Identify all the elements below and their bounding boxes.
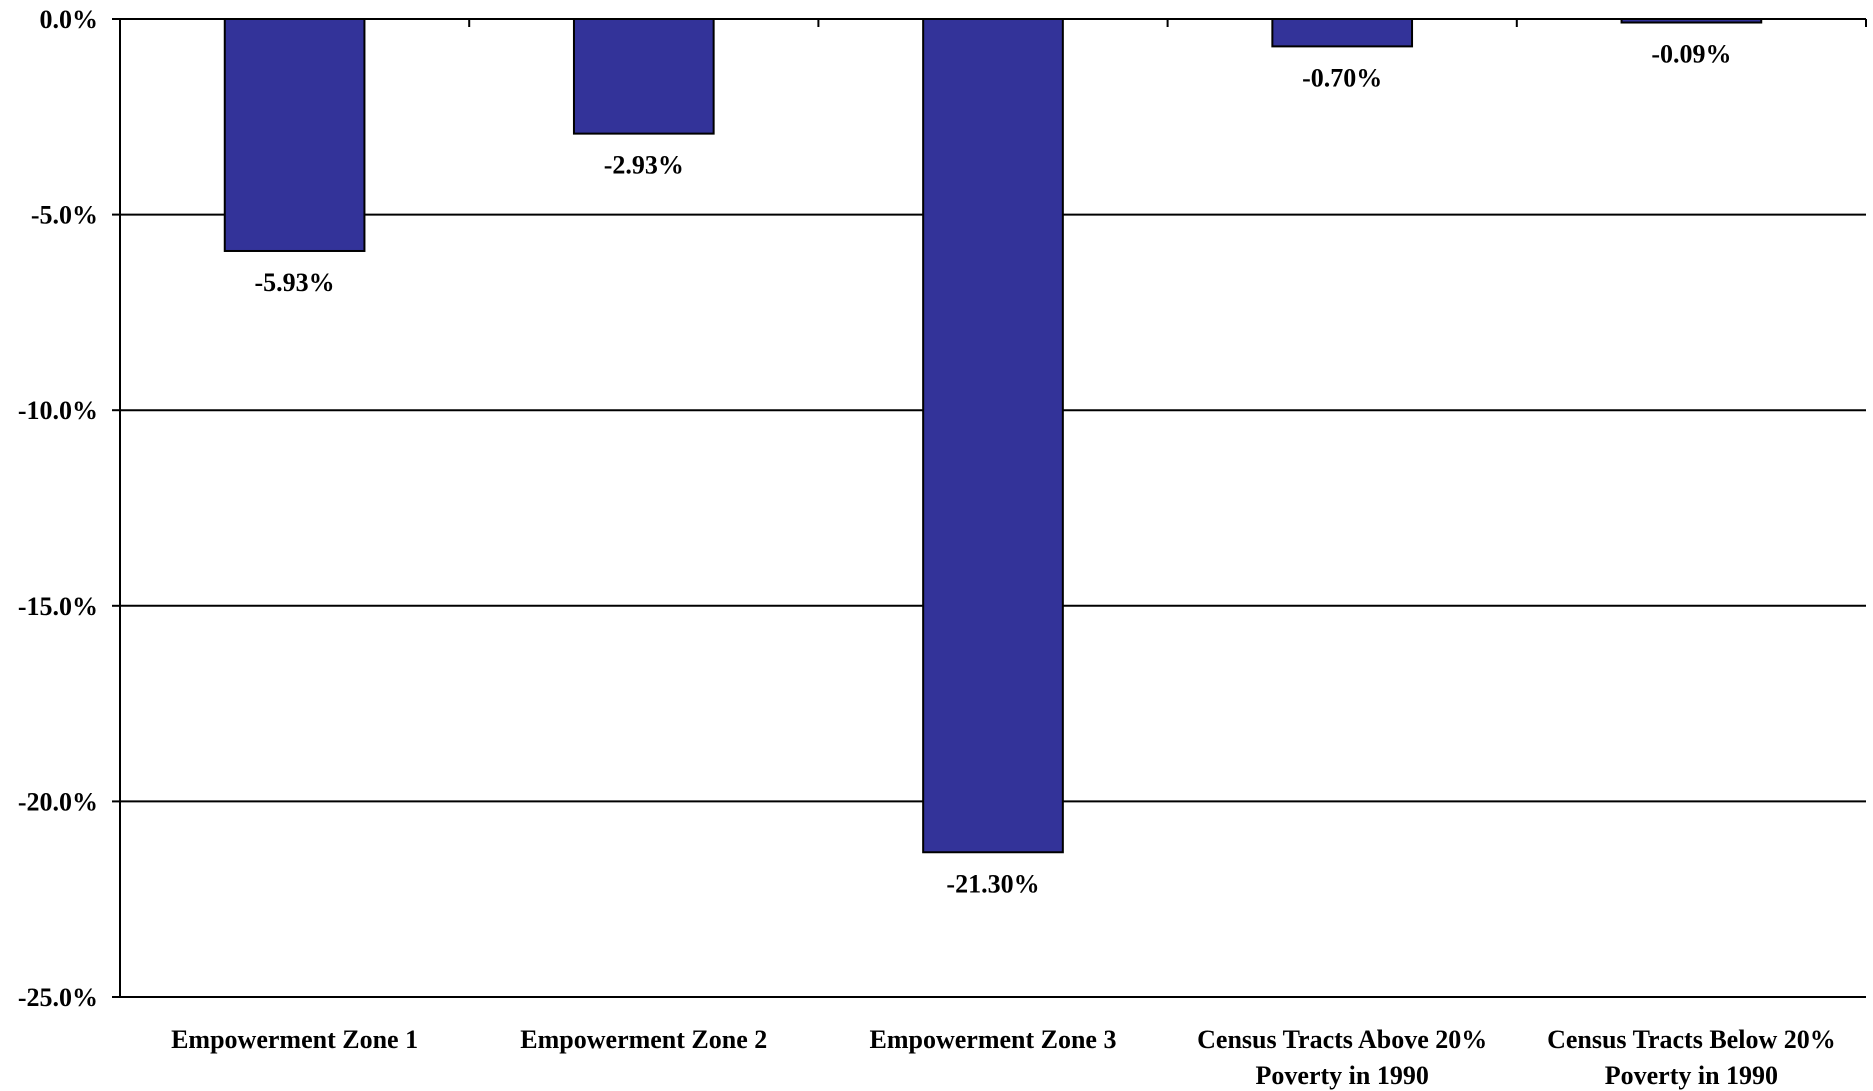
- data-label: -5.93%: [255, 268, 335, 297]
- y-tick-label: 0.0%: [40, 5, 99, 34]
- category-label: Census Tracts Above 20%: [1197, 1025, 1487, 1054]
- category-label: Empowerment Zone 3: [870, 1025, 1117, 1054]
- y-tick-label: -20.0%: [18, 787, 98, 816]
- labels: 0.0% -5.0% -10.0% -15.0% -20.0% -25.0% -5.93% E…: [18, 5, 1836, 1090]
- y-tick-label: -25.0%: [18, 983, 98, 1012]
- y-tick-label: -5.0%: [31, 201, 98, 230]
- category-label: Empowerment Zone 2: [520, 1025, 767, 1054]
- data-label: -0.09%: [1651, 40, 1731, 69]
- data-label: -21.30%: [946, 869, 1039, 898]
- category-label: Poverty in 1990: [1256, 1061, 1429, 1090]
- category-label: Census Tracts Below 20%: [1547, 1025, 1836, 1054]
- bars: [223, 18, 1763, 854]
- axes: [112, 18, 1867, 998]
- bar: [223, 18, 366, 252]
- bar: [572, 18, 715, 135]
- data-label: -2.93%: [604, 151, 684, 180]
- bar: [1271, 18, 1414, 48]
- y-tick-label: -15.0%: [18, 592, 98, 621]
- category-label: Empowerment Zone 1: [171, 1025, 418, 1054]
- y-tick-label: -10.0%: [18, 396, 98, 425]
- category-label: Poverty in 1990: [1605, 1061, 1778, 1090]
- bar: [922, 18, 1064, 854]
- data-label: -0.70%: [1302, 63, 1382, 92]
